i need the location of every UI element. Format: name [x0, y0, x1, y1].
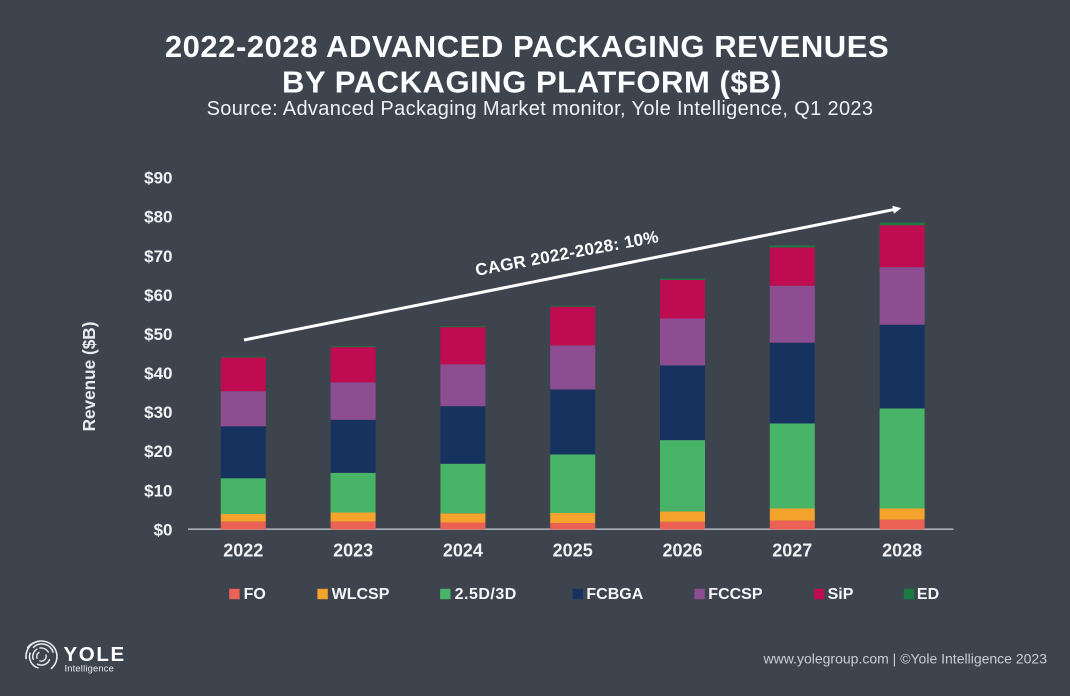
svg-text:Intelligence: Intelligence [65, 664, 114, 674]
svg-text:$60: $60 [144, 286, 172, 305]
svg-text:$0: $0 [154, 520, 173, 539]
svg-text:$30: $30 [144, 403, 172, 422]
svg-text:2.5D/3D: 2.5D/3D [455, 586, 517, 603]
svg-text:2022: 2022 [223, 540, 263, 560]
svg-text:2024: 2024 [443, 540, 483, 560]
svg-text:2025: 2025 [553, 540, 593, 560]
svg-text:Revenue ($B): Revenue ($B) [79, 322, 99, 432]
svg-text:$70: $70 [144, 247, 172, 266]
svg-text:SiP: SiP [828, 586, 854, 603]
svg-text:2026: 2026 [662, 540, 702, 560]
svg-text:www.yolegroup.com | ©Yole Inte: www.yolegroup.com | ©Yole Intelligence 2… [763, 651, 1048, 667]
svg-text:$20: $20 [144, 442, 172, 461]
svg-text:FCCSP: FCCSP [708, 586, 763, 603]
svg-text:$90: $90 [144, 169, 172, 188]
svg-text:$50: $50 [144, 325, 172, 344]
svg-text:YOLE: YOLE [64, 643, 126, 666]
svg-text:Source: Advanced Packaging Mar: Source: Advanced Packaging Market monito… [207, 98, 874, 120]
svg-text:$40: $40 [144, 364, 172, 383]
svg-text:BY PACKAGING PLATFORM ($B): BY PACKAGING PLATFORM ($B) [282, 65, 782, 100]
svg-text:2028: 2028 [882, 540, 922, 560]
svg-text:WLCSP: WLCSP [332, 586, 390, 603]
svg-text:ED: ED [917, 586, 939, 603]
svg-text:FCBGA: FCBGA [586, 586, 643, 603]
svg-text:2022-2028 ADVANCED PACKAGING R: 2022-2028 ADVANCED PACKAGING REVENUES [165, 29, 889, 64]
svg-text:2023: 2023 [333, 540, 373, 560]
svg-text:FO: FO [244, 586, 266, 603]
svg-text:2027: 2027 [772, 540, 812, 560]
svg-text:$10: $10 [144, 481, 172, 500]
svg-text:$80: $80 [144, 208, 172, 227]
